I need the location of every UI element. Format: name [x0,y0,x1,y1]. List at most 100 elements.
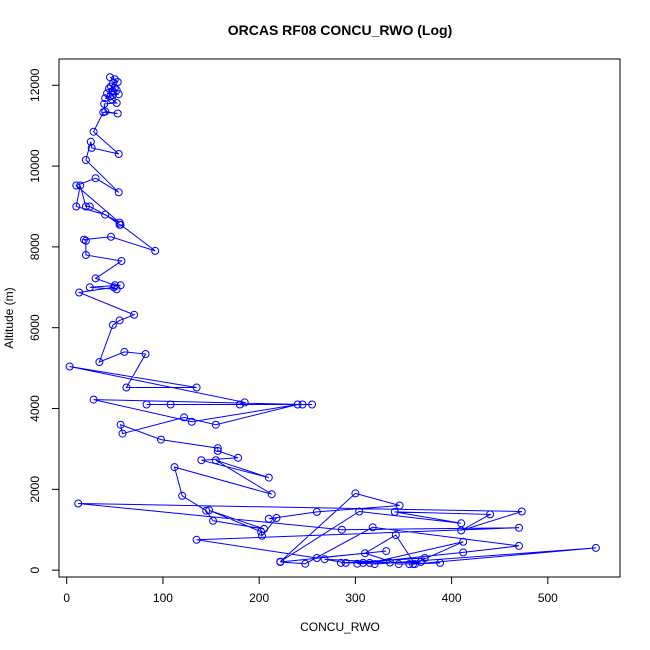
data-point [312,507,321,516]
data-point [202,506,211,515]
x-tick-label: 100 [153,591,173,605]
data-point [209,516,217,525]
data-point [591,543,600,552]
data-point [211,456,220,465]
data-point [301,559,310,568]
y-tick-label: 10000 [28,149,42,183]
data-point [89,395,98,404]
data-point [390,507,399,516]
data-point [109,283,118,292]
data-point [81,251,90,259]
data-point [355,507,364,516]
data-point [205,506,214,515]
data-point [416,558,425,566]
data-point [267,490,276,499]
data-point [240,398,249,407]
data-point [91,174,100,183]
data-point [112,99,121,107]
data-point [107,82,115,91]
data-point [386,558,394,567]
data-point [87,143,96,152]
data-point [365,558,374,567]
data-point [272,514,281,522]
data-point [81,156,90,164]
data-point [411,560,419,569]
data-point [76,181,85,190]
data-point [187,417,196,426]
data-point [86,137,95,146]
data-point [459,548,468,557]
data-point [91,274,100,283]
series-line [69,76,596,565]
data-point [351,489,360,498]
y-tick-label: 8000 [28,233,42,260]
data-point [312,554,321,562]
data-point [341,558,350,567]
data-point [122,383,131,392]
data-point [308,400,317,409]
data-point [72,202,81,211]
x-tick-label: 300 [345,591,365,605]
x-axis: 0 100 200 300 400 500 [63,576,558,605]
y-axis: 0 2000 4000 6000 8000 10000 12000 [28,68,60,573]
data-point [118,429,127,438]
data-point [436,558,445,567]
x-axis-label: CONCU_RWO [300,620,380,634]
data-point [515,541,523,550]
data-point [459,537,468,546]
data-point [353,559,362,568]
data-point [336,558,345,567]
data-point [192,383,201,392]
data-point [276,558,285,566]
data-point [234,453,242,462]
data-point [75,288,84,297]
data-point [293,400,302,409]
data-point [180,413,189,422]
data-point [264,473,273,482]
data-point [80,235,88,244]
data-point [120,347,129,356]
data-point [113,109,122,118]
data-point [405,560,414,569]
chart-title: ORCAS RF08 CONCU_RWO (Log) [228,22,453,38]
data-point [112,86,121,95]
data-point [235,400,244,409]
data-point [337,525,346,534]
data-point [151,246,160,255]
data-point [130,310,139,319]
data-point [320,555,329,564]
plot-frame [58,58,621,578]
data-point [515,523,523,532]
data-point [72,181,81,190]
data-point [114,90,123,99]
data-point [110,75,119,84]
data-point [213,446,222,455]
data-point [395,501,404,510]
x-tick-label: 200 [249,591,269,605]
data-point [370,560,379,569]
data-point [117,257,126,265]
data-point [361,549,369,558]
data-point [85,283,94,292]
data-point [81,202,90,211]
data-point [394,560,403,569]
data-point [211,420,220,429]
data-point [178,491,187,500]
data-point [166,400,175,409]
data-point [257,527,266,536]
y-tick-label: 2000 [28,476,42,503]
series-layer [65,73,600,569]
data-point [100,99,109,108]
data-point [101,210,110,219]
data-point [517,507,526,516]
data-point [298,400,307,409]
data-point [114,188,123,197]
data-point [457,526,466,535]
data-point [192,535,201,544]
y-axis-label: Altitude (m) [2,287,16,348]
data-point [264,514,273,523]
data-point [108,320,117,329]
data-point [115,316,124,325]
data-point [85,202,94,211]
